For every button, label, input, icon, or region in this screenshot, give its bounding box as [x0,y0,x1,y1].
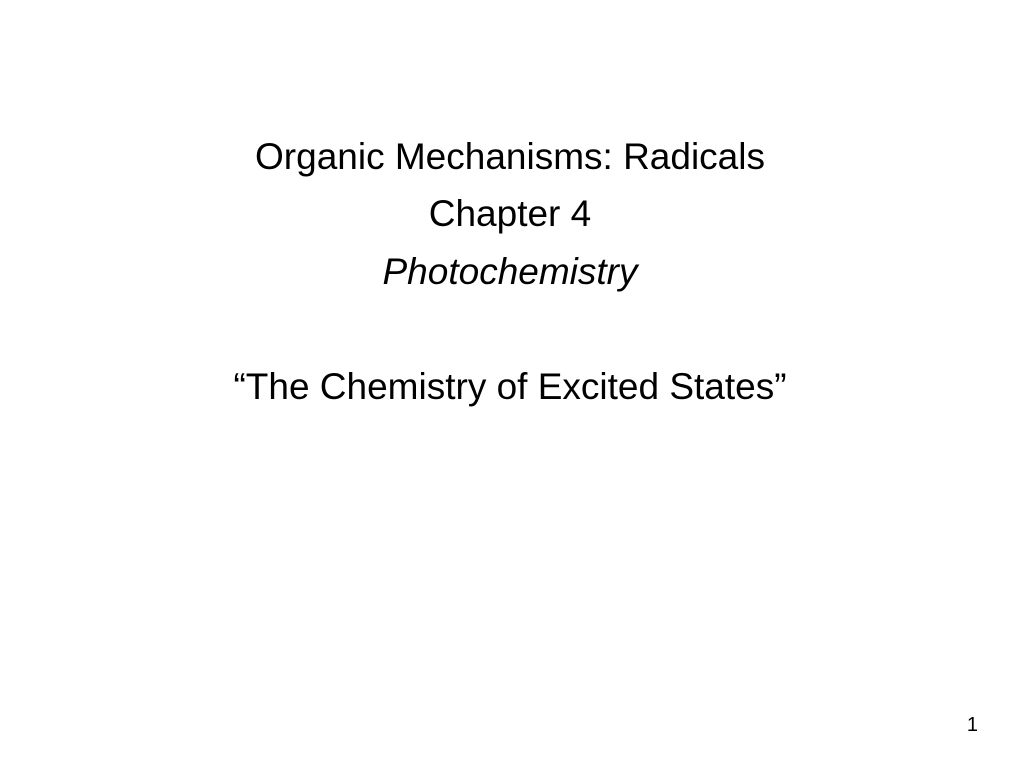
title-line-2: Chapter 4 [0,185,1020,242]
title-line-4: “The Chemistry of Excited States” [0,358,1020,415]
spacer [0,300,1020,358]
title-line-3: Photochemistry [0,243,1020,300]
title-line-1: Organic Mechanisms: Radicals [0,128,1020,185]
page-number: 1 [967,714,978,737]
slide-content: Organic Mechanisms: Radicals Chapter 4 P… [0,0,1020,415]
